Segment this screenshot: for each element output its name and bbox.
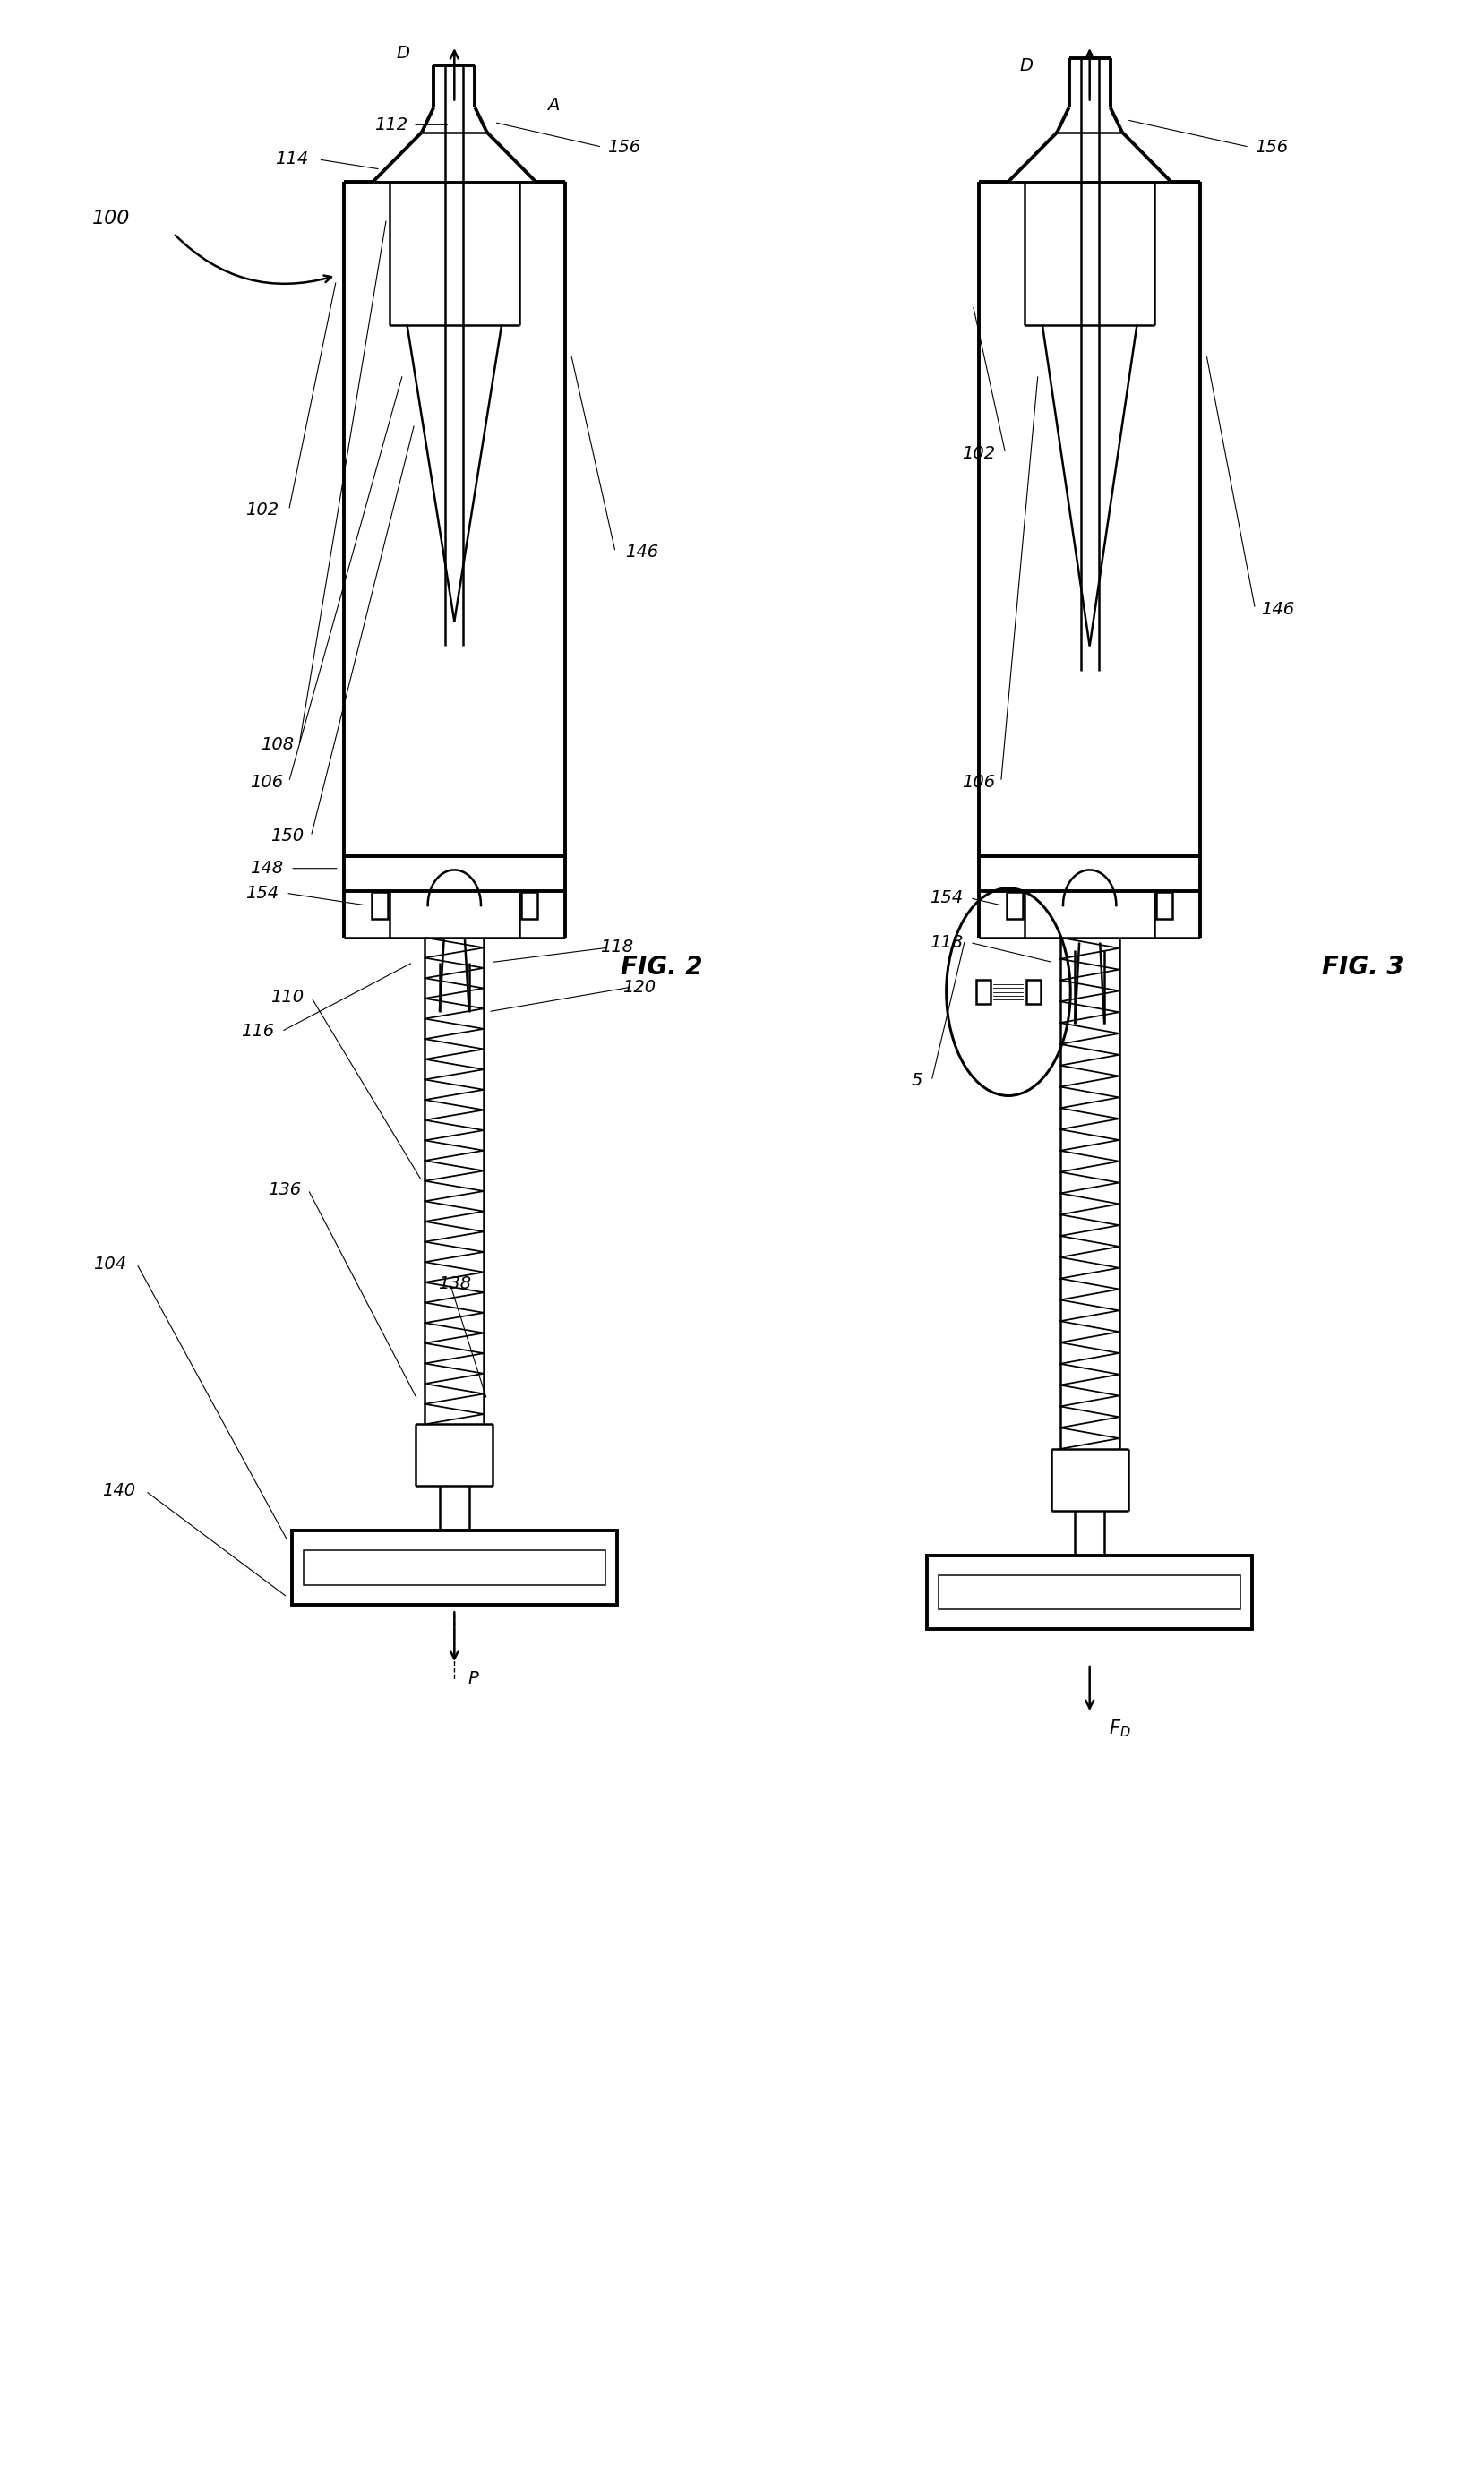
Text: 110: 110 xyxy=(270,989,304,1006)
Bar xyxy=(371,892,387,919)
Bar xyxy=(938,1576,1239,1611)
Text: 106: 106 xyxy=(249,773,283,790)
Text: 150: 150 xyxy=(270,828,304,845)
Bar xyxy=(1156,892,1172,919)
Text: 146: 146 xyxy=(625,543,659,560)
Text: 136: 136 xyxy=(267,1182,301,1197)
Text: 5: 5 xyxy=(911,1073,922,1090)
Text: 108: 108 xyxy=(260,736,294,753)
Text: 148: 148 xyxy=(249,860,283,877)
Text: 104: 104 xyxy=(93,1256,126,1271)
Text: 154: 154 xyxy=(929,890,963,907)
Text: 102: 102 xyxy=(962,446,994,461)
Text: 154: 154 xyxy=(245,885,279,902)
Text: 116: 116 xyxy=(240,1023,275,1041)
Text: 112: 112 xyxy=(374,116,407,134)
Text: 156: 156 xyxy=(607,139,641,156)
Text: 120: 120 xyxy=(622,979,656,996)
Text: FIG. 3: FIG. 3 xyxy=(1321,954,1402,979)
Bar xyxy=(926,1556,1251,1631)
Text: $F_D$: $F_D$ xyxy=(1109,1717,1131,1740)
Text: 140: 140 xyxy=(102,1482,135,1499)
Text: 106: 106 xyxy=(962,773,994,790)
Text: 146: 146 xyxy=(1260,600,1293,617)
Text: D: D xyxy=(396,45,410,62)
Bar xyxy=(521,892,537,919)
Text: 102: 102 xyxy=(245,501,279,518)
Text: 100: 100 xyxy=(92,211,131,228)
Text: P: P xyxy=(467,1670,478,1688)
Text: FIG. 2: FIG. 2 xyxy=(620,954,702,979)
Text: 114: 114 xyxy=(275,151,309,169)
Text: 118: 118 xyxy=(929,934,963,952)
Text: 138: 138 xyxy=(438,1276,470,1291)
Text: 156: 156 xyxy=(1254,139,1287,156)
Bar xyxy=(975,979,990,1004)
Bar xyxy=(1006,892,1022,919)
Text: 118: 118 xyxy=(600,939,634,957)
Text: D: D xyxy=(1020,57,1033,74)
Bar xyxy=(292,1531,616,1606)
Bar xyxy=(303,1551,604,1586)
Bar xyxy=(1025,979,1040,1004)
Text: A: A xyxy=(548,97,559,114)
